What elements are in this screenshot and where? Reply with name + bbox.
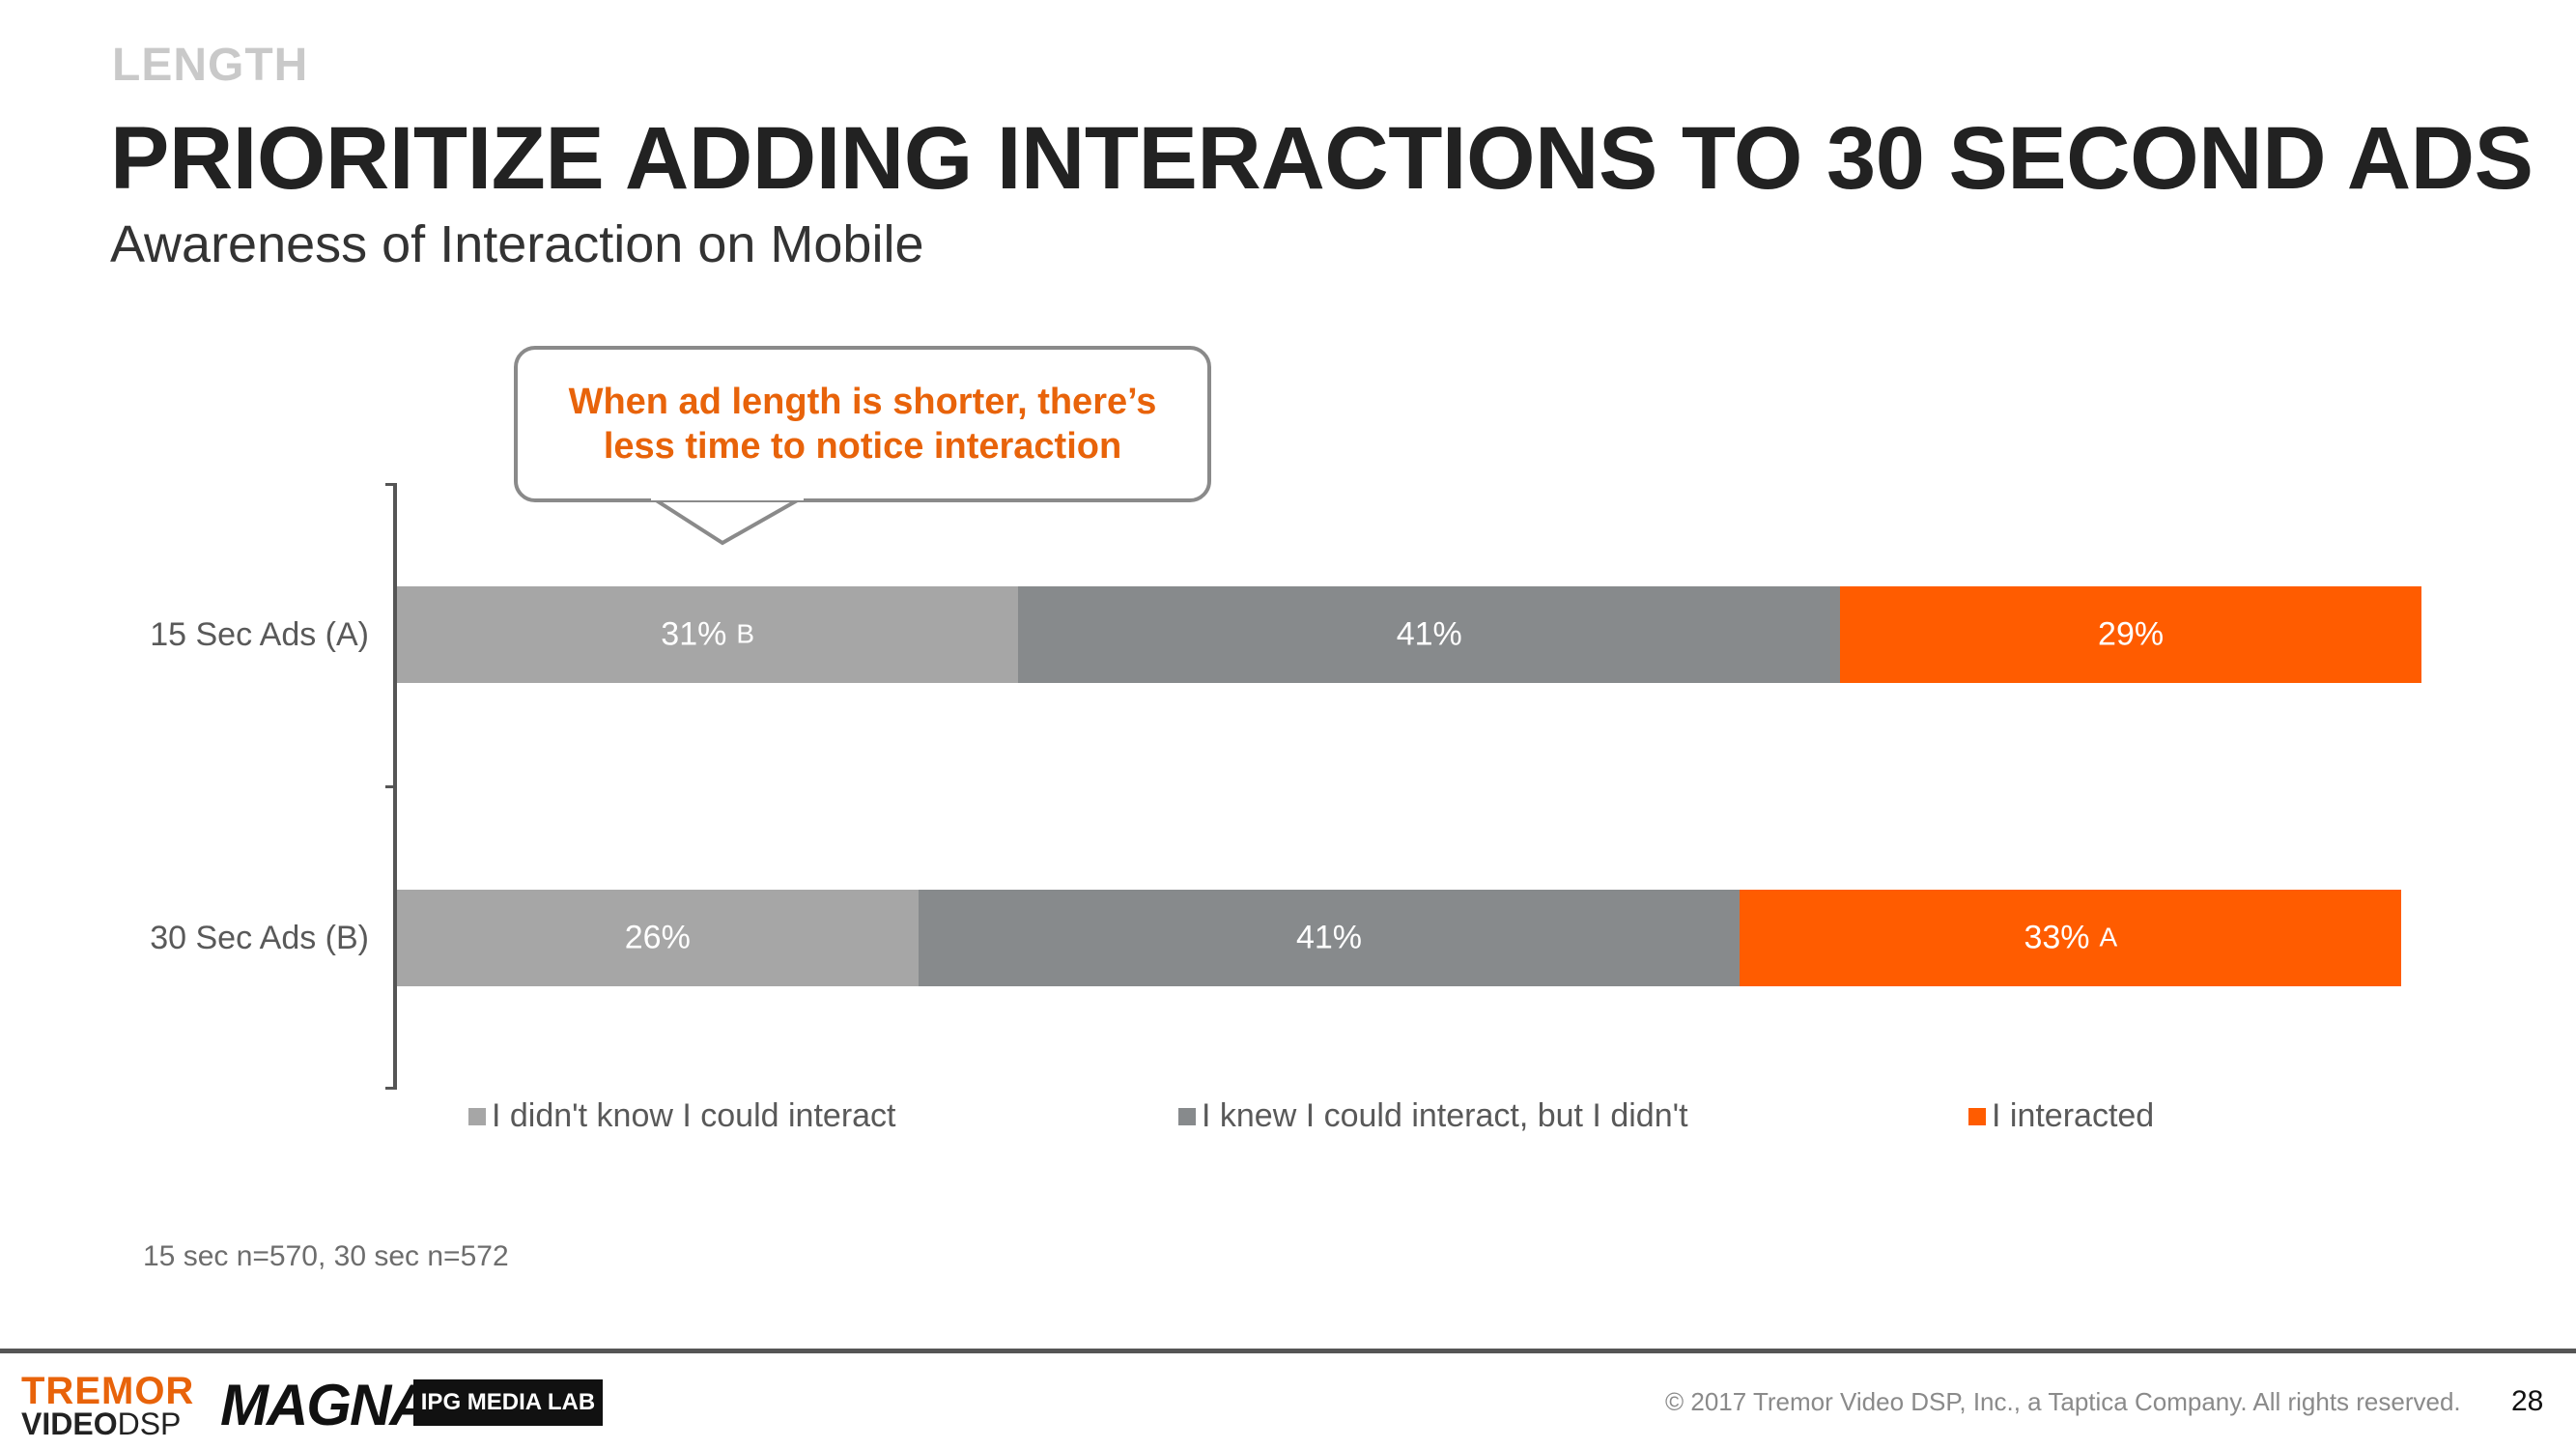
- bar-value-text: 31%: [661, 615, 727, 653]
- category-label-30-sec: 30 Sec Ads (B): [150, 920, 369, 956]
- bar-segment: [1740, 890, 2402, 986]
- legend-swatch: [468, 1107, 486, 1125]
- tremor-logo-subline: VIDEODSP: [21, 1406, 181, 1442]
- legend-label: I knew I could interact, but I didn't: [1202, 1097, 1688, 1134]
- legend-item-knew-didnt: I knew I could interact, but I didn't: [1178, 1097, 1688, 1135]
- bar-value-label: 29%: [2098, 616, 2164, 654]
- magna-logo: MAGNA: [220, 1373, 432, 1437]
- legend-swatch: [1178, 1107, 1196, 1125]
- legend-swatch: [1968, 1107, 1986, 1125]
- page-title: PRIORITIZE ADDING INTERACTIONS TO 30 SEC…: [110, 109, 2534, 208]
- callout-box: When ad length is shorter, there’s less …: [514, 346, 1211, 502]
- legend-label: I didn't know I could interact: [492, 1097, 896, 1134]
- bar-segment: [1018, 586, 1841, 683]
- tremor-dsp-text: DSP: [117, 1406, 182, 1441]
- bar-value-text: 41%: [1396, 615, 1462, 653]
- chart-subtitle: Awareness of Interaction on Mobile: [110, 215, 924, 273]
- y-axis-tick: [385, 483, 397, 486]
- bar-value-label: 33% A: [2024, 920, 2117, 957]
- y-axis-tick: [385, 1087, 397, 1090]
- bar-value-label: 41%: [1296, 920, 1362, 957]
- significance-marker: A: [2099, 922, 2118, 952]
- legend-item-didnt-know: I didn't know I could interact: [468, 1097, 896, 1135]
- bar-segment: [397, 890, 919, 986]
- bar-value-label: 26%: [625, 920, 691, 957]
- y-axis-tick: [385, 785, 397, 788]
- page-number: 28: [2511, 1385, 2544, 1417]
- footer-divider: [0, 1349, 2576, 1353]
- copyright-notice: © 2017 Tremor Video DSP, Inc., a Taptica…: [1665, 1387, 2461, 1416]
- bar-value-text: 26%: [624, 919, 691, 956]
- sample-size-footnote: 15 sec n=570, 30 sec n=572: [143, 1240, 509, 1272]
- bar-value-text: 29%: [2098, 615, 2165, 653]
- tremor-video-text: VIDEO: [21, 1406, 118, 1441]
- bar-segment: [918, 890, 1741, 986]
- bar-value-label: 41%: [1397, 616, 1462, 654]
- callout-text: When ad length is shorter, there’s less …: [568, 382, 1157, 467]
- ipg-media-lab-logo: IPG MEDIA LAB: [413, 1379, 603, 1426]
- bar-value-label: 31% B: [661, 616, 754, 654]
- bar-segment: [1840, 586, 2421, 683]
- section-label: LENGTH: [112, 40, 309, 91]
- bar-segment: [397, 586, 1019, 683]
- bar-value-text: 41%: [1295, 919, 1363, 956]
- legend-label: I interacted: [1992, 1097, 2155, 1134]
- bar-value-text: 33%: [2024, 919, 2090, 956]
- tremor-logo: TREMOR: [21, 1370, 195, 1412]
- category-label-15-sec: 15 Sec Ads (A): [150, 616, 369, 653]
- significance-marker: B: [736, 618, 755, 649]
- legend-item-interacted: I interacted: [1968, 1097, 2154, 1135]
